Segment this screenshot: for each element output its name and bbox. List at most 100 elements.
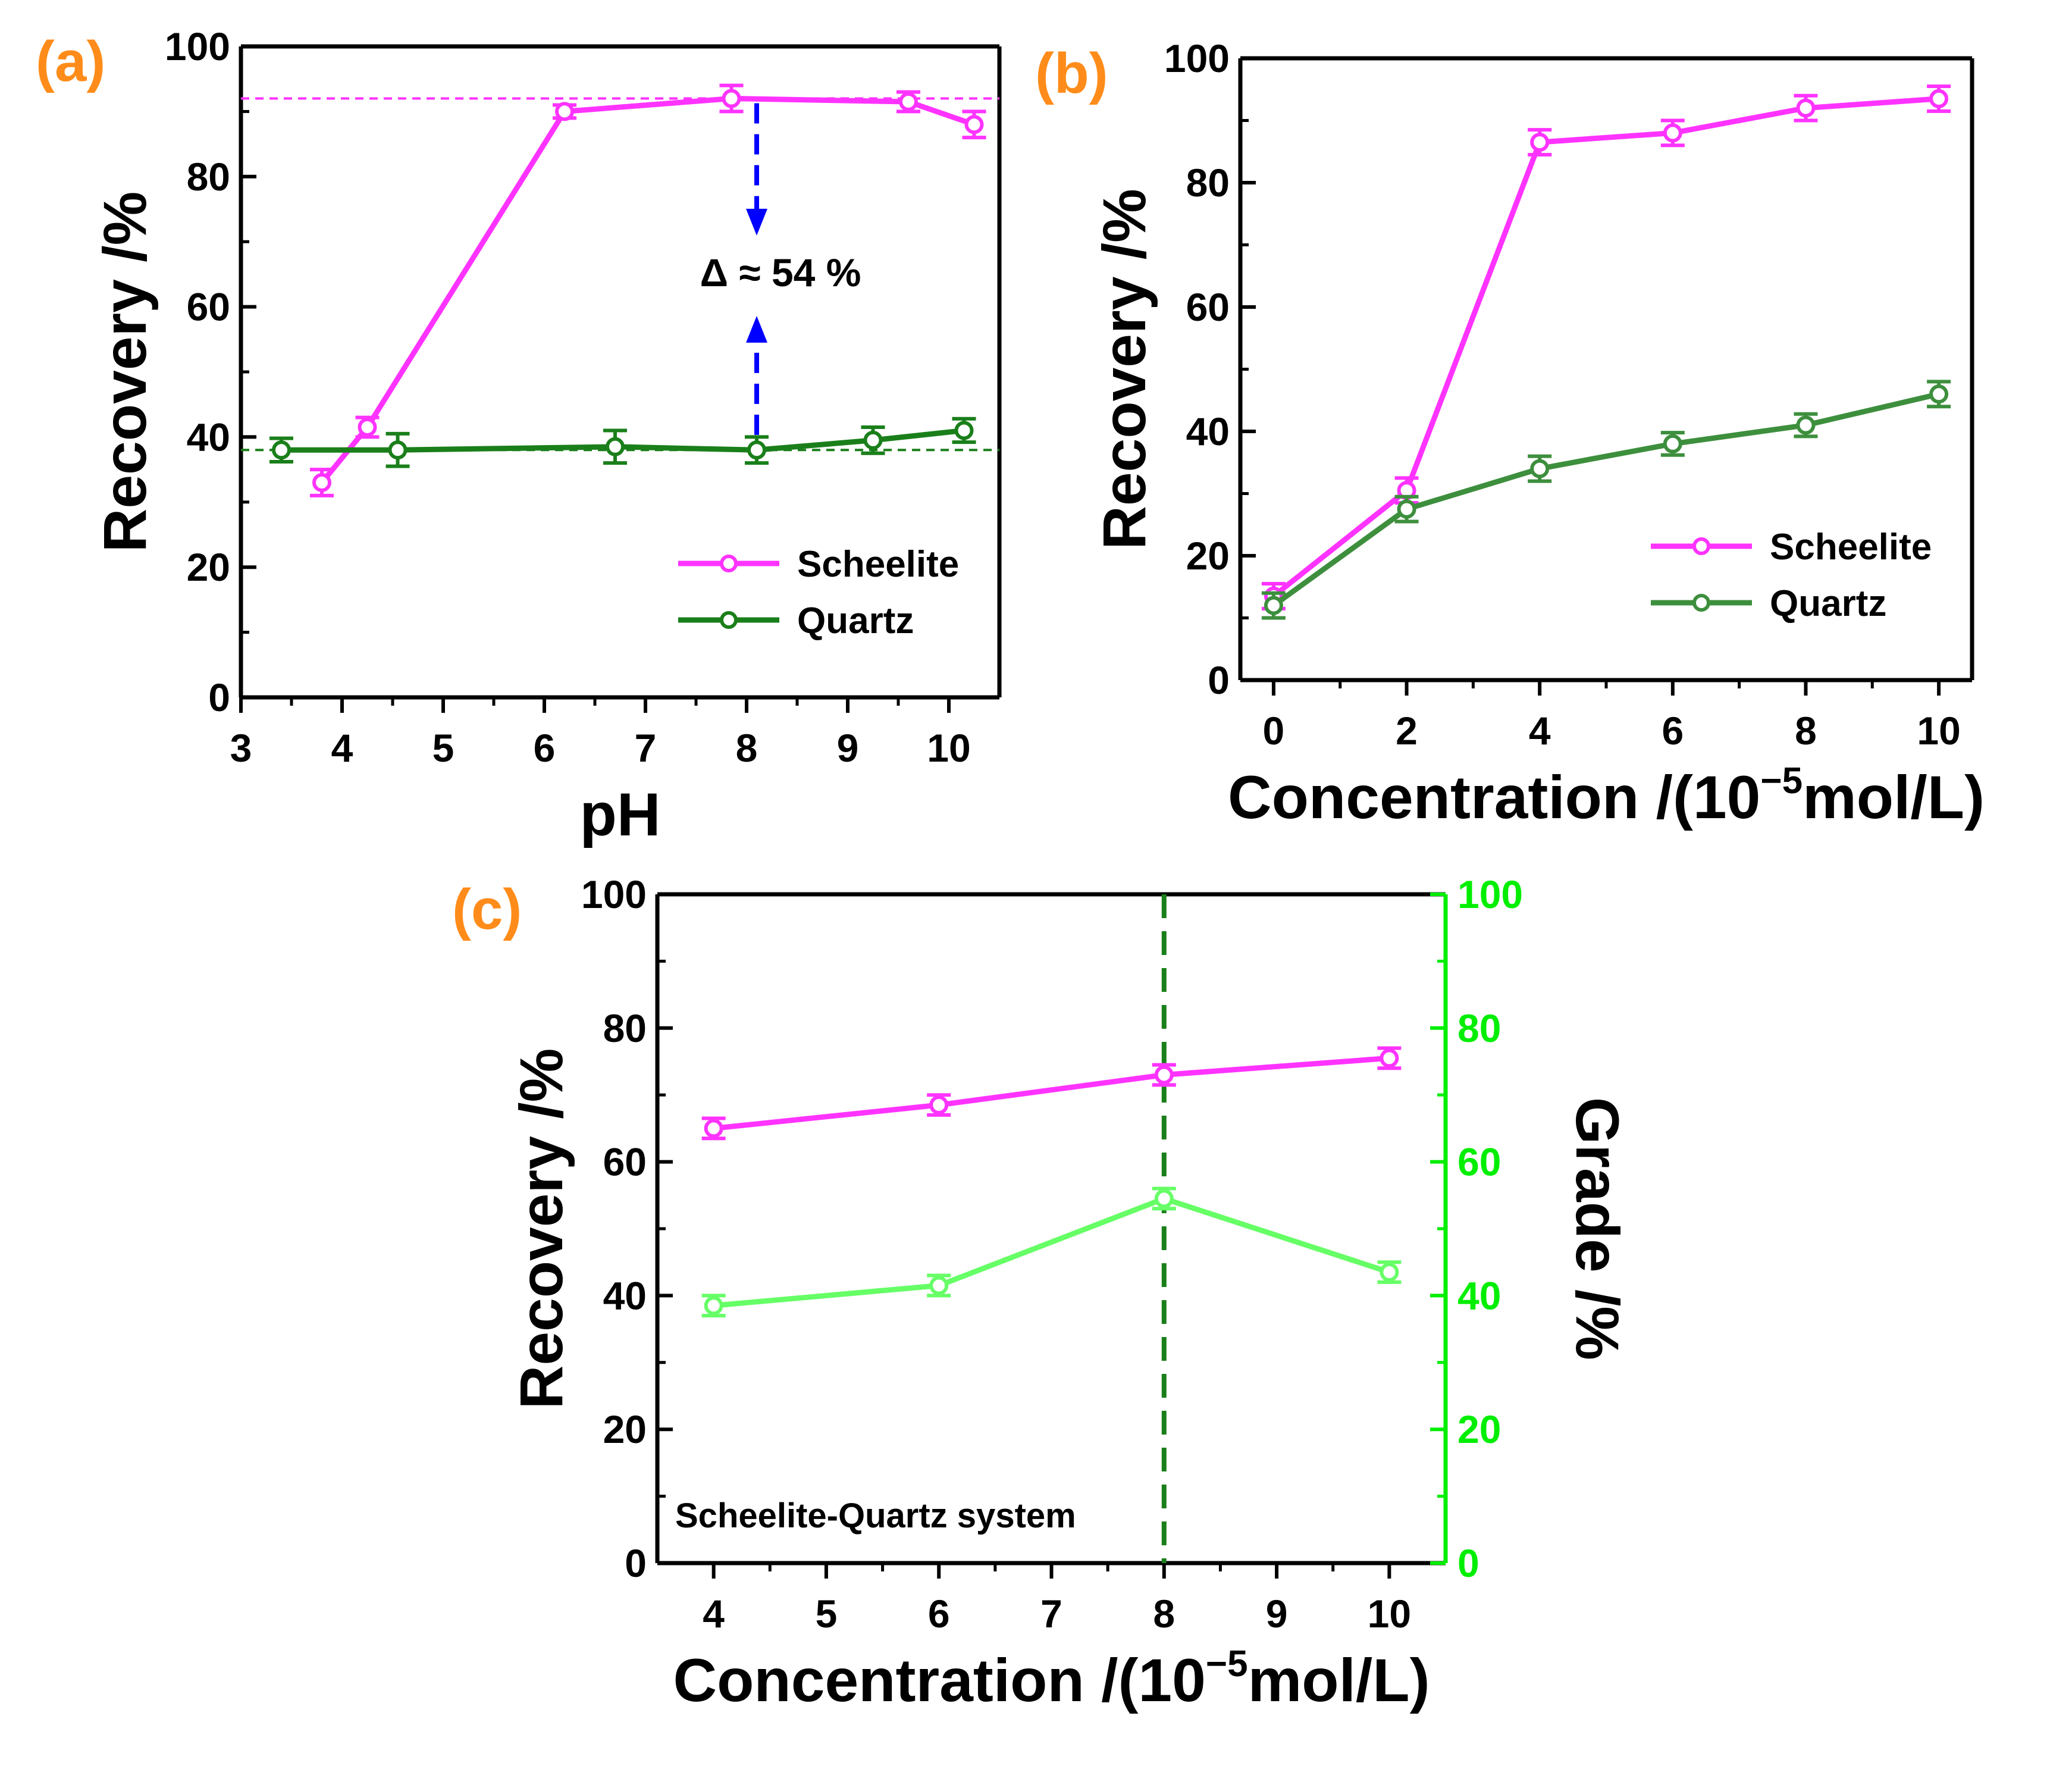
data-point-grade	[704, 1296, 723, 1316]
x-tick-label: 7	[1040, 1592, 1062, 1636]
data-point-quartz	[1796, 415, 1816, 435]
data-point-scheelite	[358, 417, 377, 437]
legend-marker	[1692, 594, 1710, 612]
y-tick-label: 80	[1186, 161, 1230, 205]
legend-marker	[720, 611, 738, 629]
data-point-quartz	[272, 440, 291, 460]
panel-label: (a)	[36, 30, 105, 93]
x-tick-label: 6	[928, 1592, 950, 1636]
legend-label: Quartz	[797, 600, 914, 641]
y-tick-label: 100	[581, 872, 647, 916]
y2-tick-label: 60	[1457, 1140, 1501, 1184]
delta-arrow-head-up	[746, 315, 767, 343]
data-point-quartz	[1663, 434, 1682, 453]
x-tick-label: 9	[837, 726, 859, 770]
x-tick-label: 5	[432, 726, 454, 770]
x-axis-title-text: Concentration /(10	[1228, 763, 1760, 831]
data-point-scheelite	[964, 115, 984, 134]
y-tick-label: 20	[603, 1407, 647, 1451]
y-axis-title: Recovery /%	[507, 1048, 575, 1410]
x-axis-title-exponent: −5	[1206, 1643, 1248, 1684]
x-tick-label: 4	[703, 1592, 725, 1636]
x-axis-title: pH	[580, 781, 661, 848]
data-point-scheelite	[1530, 133, 1550, 152]
delta-annotation: Δ ≈ 54 %	[700, 251, 861, 295]
x-tick-label: 6	[534, 726, 556, 770]
x-axis-title: Concentration /(10−5mol/L)	[1228, 760, 1985, 831]
data-point-quartz	[1530, 459, 1550, 478]
x-tick-label: 8	[1795, 709, 1817, 753]
y-tick-label: 60	[1186, 285, 1230, 329]
series-line-scheelite	[1272, 96, 1939, 599]
x-tick-label: 8	[1153, 1592, 1175, 1636]
y-tick-label: 0	[208, 675, 230, 719]
x-tick-label: 0	[1263, 709, 1285, 753]
y-tick-label: 100	[165, 24, 230, 68]
y2-axis-title: Grade /%	[1563, 1097, 1631, 1360]
x-tick-label: 4	[331, 726, 353, 770]
y2-tick-label: 100	[1457, 872, 1523, 916]
y-axis-title: Recovery /%	[91, 192, 159, 553]
data-point-recovery	[1380, 1048, 1399, 1068]
panel-label: (b)	[1035, 42, 1108, 105]
y-tick-label: 80	[603, 1006, 647, 1050]
data-point-quartz	[1929, 384, 1949, 404]
data-point-scheelite	[722, 89, 741, 108]
series-line-quartz	[281, 427, 964, 453]
x-axis-title-unit: mol/L)	[1248, 1646, 1430, 1714]
data-point-scheelite	[312, 472, 331, 492]
data-point-scheelite	[1663, 123, 1682, 143]
data-point-recovery	[704, 1119, 723, 1138]
y2-tick-label: 20	[1457, 1407, 1501, 1451]
y-axis-title: Recovery /%	[1090, 189, 1158, 550]
x-tick-label: 9	[1266, 1592, 1288, 1636]
panel-label: (c)	[452, 878, 522, 941]
data-point-grade	[1380, 1263, 1399, 1282]
x-tick-label: 8	[736, 726, 758, 770]
series-line-recovery	[713, 1055, 1390, 1131]
data-point-quartz	[954, 421, 974, 440]
y-tick-label: 60	[187, 285, 230, 329]
legend-label: Quartz	[1770, 583, 1886, 624]
x-axis-title: Concentration /(10−5mol/L)	[673, 1643, 1430, 1714]
y-tick-label: 20	[187, 545, 230, 589]
data-point-quartz	[863, 430, 883, 450]
y-tick-label: 0	[1208, 658, 1230, 702]
legend-marker	[1692, 537, 1710, 555]
y-tick-label: 80	[187, 155, 230, 199]
y-tick-label: 40	[187, 415, 230, 459]
system-note: Scheelite-Quartz system	[675, 1496, 1076, 1535]
y-tick-label: 0	[625, 1541, 647, 1585]
data-point-quartz	[388, 440, 407, 460]
data-point-quartz	[747, 440, 766, 460]
series-line-scheelite	[319, 96, 975, 484]
x-tick-label: 5	[816, 1592, 838, 1636]
legend-marker	[720, 555, 738, 572]
x-tick-label: 10	[1917, 709, 1960, 753]
legend-label: Scheelite	[1770, 527, 1932, 568]
x-axis-title-unit: mol/L)	[1803, 763, 1985, 831]
panel-c: 0 20 40 60 80 100 0 20 40 60 80 100 4 5 6 7 8 9 10 Concentr…	[452, 872, 1631, 1714]
y2-tick-label: 80	[1457, 1006, 1501, 1050]
data-point-scheelite	[555, 102, 574, 121]
y2-tick-label: 0	[1457, 1541, 1479, 1585]
data-point-recovery	[929, 1095, 949, 1115]
y-tick-label: 20	[1186, 534, 1230, 578]
x-tick-label: 10	[927, 726, 970, 770]
data-point-recovery	[1154, 1065, 1174, 1085]
x-tick-label: 6	[1662, 709, 1684, 753]
data-point-scheelite	[1796, 98, 1816, 118]
data-point-quartz	[1264, 596, 1283, 615]
x-axis-title-text: Concentration /(10	[673, 1646, 1205, 1714]
data-point-quartz	[606, 437, 625, 456]
data-point-grade	[1154, 1189, 1174, 1208]
series-line-quartz	[1272, 391, 1940, 608]
x-axis-title-text: pH	[580, 781, 661, 848]
data-point-scheelite	[899, 92, 918, 111]
data-point-scheelite	[1929, 89, 1949, 108]
x-tick-label: 10	[1368, 1592, 1411, 1636]
x-tick-label: 4	[1529, 709, 1551, 753]
series-line-grade	[713, 1195, 1390, 1308]
delta-arrow-head-down	[746, 208, 767, 236]
